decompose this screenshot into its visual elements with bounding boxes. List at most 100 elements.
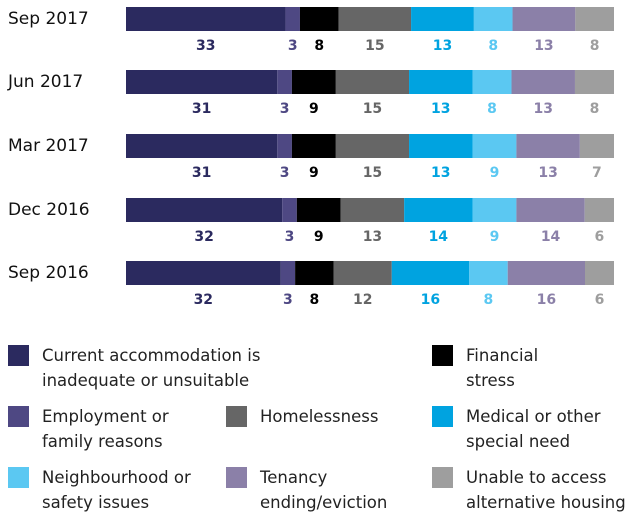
bar-segment [338, 7, 412, 31]
value-label: 33 [196, 38, 215, 54]
bar-segment [409, 70, 473, 94]
bar-segment [469, 261, 508, 285]
bar-segment [507, 261, 586, 285]
bar-segment [299, 7, 339, 31]
value-label: 32 [194, 292, 213, 308]
legend-swatch [432, 467, 453, 488]
legend-item: Current accommodation is inadequate or u… [8, 343, 292, 393]
bar-segment [409, 134, 473, 158]
value-label: 8 [314, 38, 324, 54]
bar-segment [472, 198, 517, 222]
bar-segment [295, 261, 334, 285]
value-label: 31 [192, 101, 211, 117]
bar-segment [335, 70, 410, 94]
bar-segment [411, 7, 474, 31]
bar-segment [282, 198, 297, 222]
value-label: 3 [280, 101, 290, 117]
bar-segment [516, 198, 585, 222]
value-label: 7 [592, 165, 602, 181]
legend-item: Homelessness [226, 404, 420, 429]
legend-label: Tenancy ending/eviction [260, 468, 388, 512]
value-label: 3 [280, 165, 290, 181]
value-label: 15 [363, 101, 382, 117]
legend-swatch [432, 345, 453, 366]
value-label: 8 [590, 38, 600, 54]
legend-label: Medical or other special need [466, 407, 601, 451]
value-label: 8 [310, 292, 320, 308]
value-label: 32 [194, 229, 213, 245]
value-label: 16 [537, 292, 556, 308]
legend-label: Financial stress [466, 346, 539, 390]
bar-segment [335, 134, 410, 158]
bar-segment [574, 70, 614, 94]
legend-label: Current accommodation is inadequate or u… [42, 346, 261, 390]
bar-segment [296, 198, 341, 222]
value-label: 9 [314, 229, 324, 245]
legend-swatch [8, 406, 29, 427]
legend-item: Neighbourhood or safety issues [8, 465, 192, 514]
bar-segment [575, 7, 614, 31]
bar-segment [512, 7, 576, 31]
value-label: 9 [490, 165, 500, 181]
value-label: 8 [488, 38, 498, 54]
bar-segment [511, 70, 575, 94]
value-label: 8 [487, 101, 497, 117]
value-label: 14 [541, 229, 561, 245]
value-label: 3 [283, 292, 293, 308]
legend-label: Homelessness [260, 407, 379, 426]
value-label: 16 [421, 292, 440, 308]
bar-segment [404, 198, 473, 222]
category-label: Sep 2016 [8, 263, 89, 283]
bar-segment [126, 198, 283, 222]
bar-segment [277, 70, 292, 94]
value-label: 12 [353, 292, 372, 308]
legend-item: Financial stress [432, 343, 576, 393]
bar-segment [584, 198, 614, 222]
value-label: 9 [309, 165, 319, 181]
legend-swatch [432, 406, 453, 427]
value-label: 13 [431, 101, 450, 117]
bar-segment [291, 134, 336, 158]
value-label: 6 [595, 292, 605, 308]
value-label: 13 [363, 229, 382, 245]
legend-item: Tenancy ending/eviction [226, 465, 410, 514]
value-label: 9 [490, 229, 500, 245]
value-label: 13 [534, 38, 553, 54]
legend-swatch [226, 467, 247, 488]
bar-segment [126, 7, 286, 31]
value-label: 9 [309, 101, 319, 117]
bar-segment [126, 134, 278, 158]
bar-segment [516, 134, 580, 158]
bar-segment [391, 261, 470, 285]
value-label: 14 [429, 229, 449, 245]
value-label: 13 [431, 165, 450, 181]
bar-segment [579, 134, 614, 158]
legend-item: Unable to access alternative housing [432, 465, 630, 514]
bar-segment [340, 198, 405, 222]
bar-segment [472, 134, 517, 158]
value-label: 13 [533, 101, 552, 117]
bar-segment [126, 261, 281, 285]
legend-label: Neighbourhood or safety issues [42, 468, 191, 512]
legend-swatch [8, 345, 29, 366]
legend-item: Employment or family reasons [8, 404, 192, 454]
legend-swatch [8, 467, 29, 488]
value-label: 3 [285, 229, 295, 245]
bar-segment [472, 70, 512, 94]
bar-segment [473, 7, 513, 31]
legend-item: Medical or other special need [432, 404, 630, 454]
category-label: Sep 2017 [8, 9, 89, 29]
value-label: 15 [365, 38, 384, 54]
value-label: 13 [433, 38, 452, 54]
bar-segment [291, 70, 336, 94]
bar-segment [585, 261, 614, 285]
value-label: 6 [594, 229, 604, 245]
legend-label: Employment or family reasons [42, 407, 169, 451]
bar-segment [280, 261, 296, 285]
bar-segment [277, 134, 292, 158]
legend-swatch [226, 406, 247, 427]
bar-segment [126, 70, 278, 94]
legend-label: Unable to access alternative housing [466, 468, 626, 512]
